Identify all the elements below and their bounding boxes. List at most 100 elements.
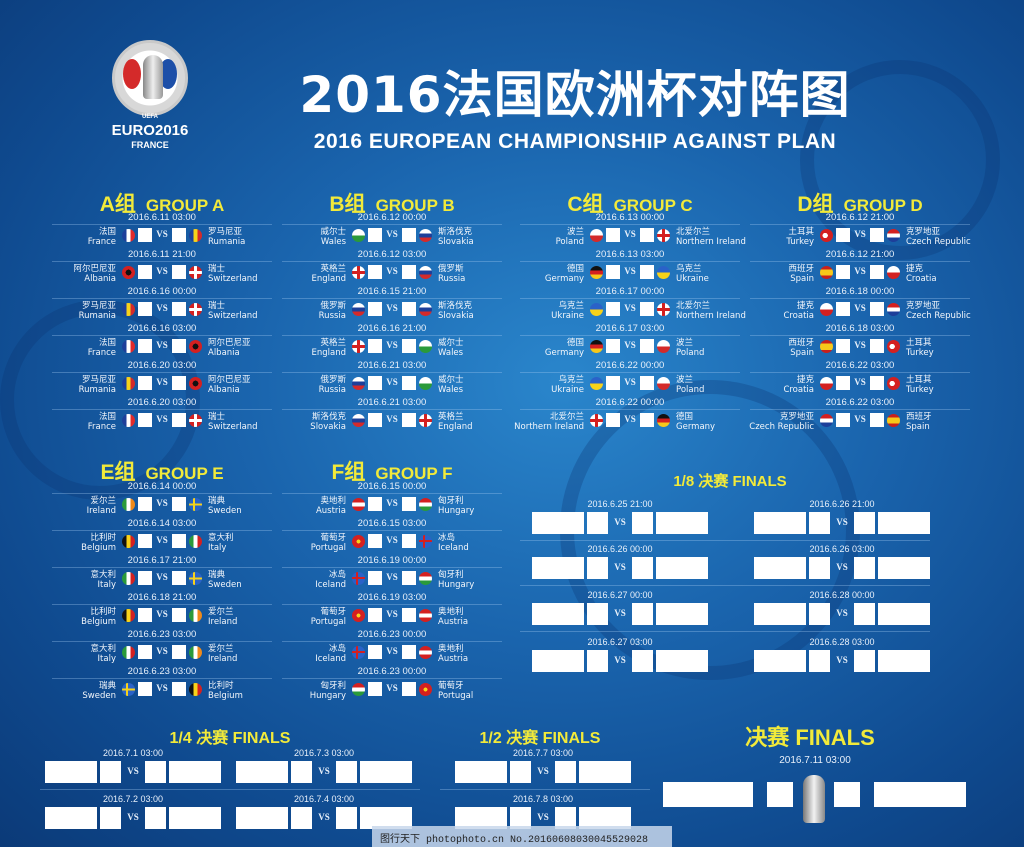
r16-match-team-b-box[interactable]	[656, 603, 708, 625]
home-score-box[interactable]	[138, 265, 152, 279]
away-score-box[interactable]	[870, 376, 884, 390]
final-score-a-box[interactable]	[767, 782, 793, 807]
away-score-box[interactable]	[402, 645, 416, 659]
away-score-box[interactable]	[172, 302, 186, 316]
sf-match-score-a-box[interactable]	[510, 761, 531, 783]
r16-match-score-a-box[interactable]	[809, 557, 830, 579]
home-score-box[interactable]	[606, 302, 620, 316]
home-score-box[interactable]	[138, 608, 152, 622]
away-score-box[interactable]	[640, 302, 654, 316]
away-score-box[interactable]	[870, 302, 884, 316]
away-score-box[interactable]	[640, 265, 654, 279]
r16-match-score-b-box[interactable]	[854, 512, 875, 534]
r16-match-score-a-box[interactable]	[587, 603, 608, 625]
home-score-box[interactable]	[138, 302, 152, 316]
r16-match-team-a-box[interactable]	[754, 512, 806, 534]
qf-match-team-b-box[interactable]	[169, 807, 221, 829]
r16-match-score-b-box[interactable]	[854, 603, 875, 625]
qf-match-score-b-box[interactable]	[145, 807, 166, 829]
r16-match-score-b-box[interactable]	[854, 557, 875, 579]
r16-match-team-b-box[interactable]	[656, 512, 708, 534]
home-score-box[interactable]	[368, 534, 382, 548]
home-score-box[interactable]	[368, 608, 382, 622]
r16-match-team-b-box[interactable]	[878, 603, 930, 625]
r16-match-score-b-box[interactable]	[632, 512, 653, 534]
home-score-box[interactable]	[138, 413, 152, 427]
home-score-box[interactable]	[836, 302, 850, 316]
home-score-box[interactable]	[138, 534, 152, 548]
away-score-box[interactable]	[172, 265, 186, 279]
r16-match-score-b-box[interactable]	[632, 650, 653, 672]
r16-match-team-b-box[interactable]	[878, 650, 930, 672]
away-score-box[interactable]	[402, 608, 416, 622]
qf-match-score-b-box[interactable]	[336, 761, 357, 783]
away-score-box[interactable]	[402, 339, 416, 353]
home-score-box[interactable]	[368, 339, 382, 353]
sf-match-team-a-box[interactable]	[455, 807, 507, 829]
qf-match-score-a-box[interactable]	[100, 761, 121, 783]
away-score-box[interactable]	[402, 413, 416, 427]
r16-match-team-a-box[interactable]	[754, 603, 806, 625]
home-score-box[interactable]	[138, 376, 152, 390]
qf-match-team-a-box[interactable]	[45, 761, 97, 783]
qf-match-score-b-box[interactable]	[336, 807, 357, 829]
home-score-box[interactable]	[836, 339, 850, 353]
home-score-box[interactable]	[836, 376, 850, 390]
home-score-box[interactable]	[836, 413, 850, 427]
home-score-box[interactable]	[368, 645, 382, 659]
home-score-box[interactable]	[368, 571, 382, 585]
away-score-box[interactable]	[402, 228, 416, 242]
sf-match-score-a-box[interactable]	[510, 807, 531, 829]
r16-match-team-a-box[interactable]	[532, 650, 584, 672]
away-score-box[interactable]	[172, 682, 186, 696]
r16-match-team-a-box[interactable]	[532, 603, 584, 625]
r16-match-score-b-box[interactable]	[854, 650, 875, 672]
qf-match-team-b-box[interactable]	[360, 761, 412, 783]
home-score-box[interactable]	[836, 265, 850, 279]
away-score-box[interactable]	[402, 534, 416, 548]
r16-match-team-a-box[interactable]	[532, 557, 584, 579]
final-team-b-box[interactable]	[874, 782, 966, 807]
away-score-box[interactable]	[870, 339, 884, 353]
home-score-box[interactable]	[138, 228, 152, 242]
sf-match-score-b-box[interactable]	[555, 807, 576, 829]
qf-match-team-a-box[interactable]	[236, 761, 288, 783]
r16-match-team-a-box[interactable]	[754, 650, 806, 672]
home-score-box[interactable]	[368, 682, 382, 696]
r16-match-team-b-box[interactable]	[656, 650, 708, 672]
final-team-a-box[interactable]	[663, 782, 753, 807]
away-score-box[interactable]	[402, 302, 416, 316]
home-score-box[interactable]	[138, 571, 152, 585]
r16-match-team-b-box[interactable]	[656, 557, 708, 579]
home-score-box[interactable]	[138, 497, 152, 511]
home-score-box[interactable]	[368, 497, 382, 511]
home-score-box[interactable]	[606, 265, 620, 279]
home-score-box[interactable]	[138, 682, 152, 696]
home-score-box[interactable]	[836, 228, 850, 242]
away-score-box[interactable]	[640, 228, 654, 242]
home-score-box[interactable]	[606, 413, 620, 427]
qf-match-score-a-box[interactable]	[291, 807, 312, 829]
r16-match-team-b-box[interactable]	[878, 512, 930, 534]
away-score-box[interactable]	[172, 534, 186, 548]
r16-match-team-a-box[interactable]	[532, 512, 584, 534]
qf-match-score-a-box[interactable]	[291, 761, 312, 783]
sf-match-team-b-box[interactable]	[579, 807, 631, 829]
home-score-box[interactable]	[606, 339, 620, 353]
r16-match-team-b-box[interactable]	[878, 557, 930, 579]
away-score-box[interactable]	[172, 497, 186, 511]
home-score-box[interactable]	[368, 376, 382, 390]
away-score-box[interactable]	[172, 376, 186, 390]
qf-match-team-a-box[interactable]	[236, 807, 288, 829]
home-score-box[interactable]	[368, 413, 382, 427]
r16-match-team-a-box[interactable]	[754, 557, 806, 579]
away-score-box[interactable]	[640, 376, 654, 390]
final-score-b-box[interactable]	[834, 782, 860, 807]
r16-match-score-a-box[interactable]	[587, 512, 608, 534]
away-score-box[interactable]	[172, 339, 186, 353]
away-score-box[interactable]	[402, 682, 416, 696]
r16-match-score-b-box[interactable]	[632, 557, 653, 579]
away-score-box[interactable]	[172, 608, 186, 622]
away-score-box[interactable]	[402, 497, 416, 511]
away-score-box[interactable]	[402, 265, 416, 279]
